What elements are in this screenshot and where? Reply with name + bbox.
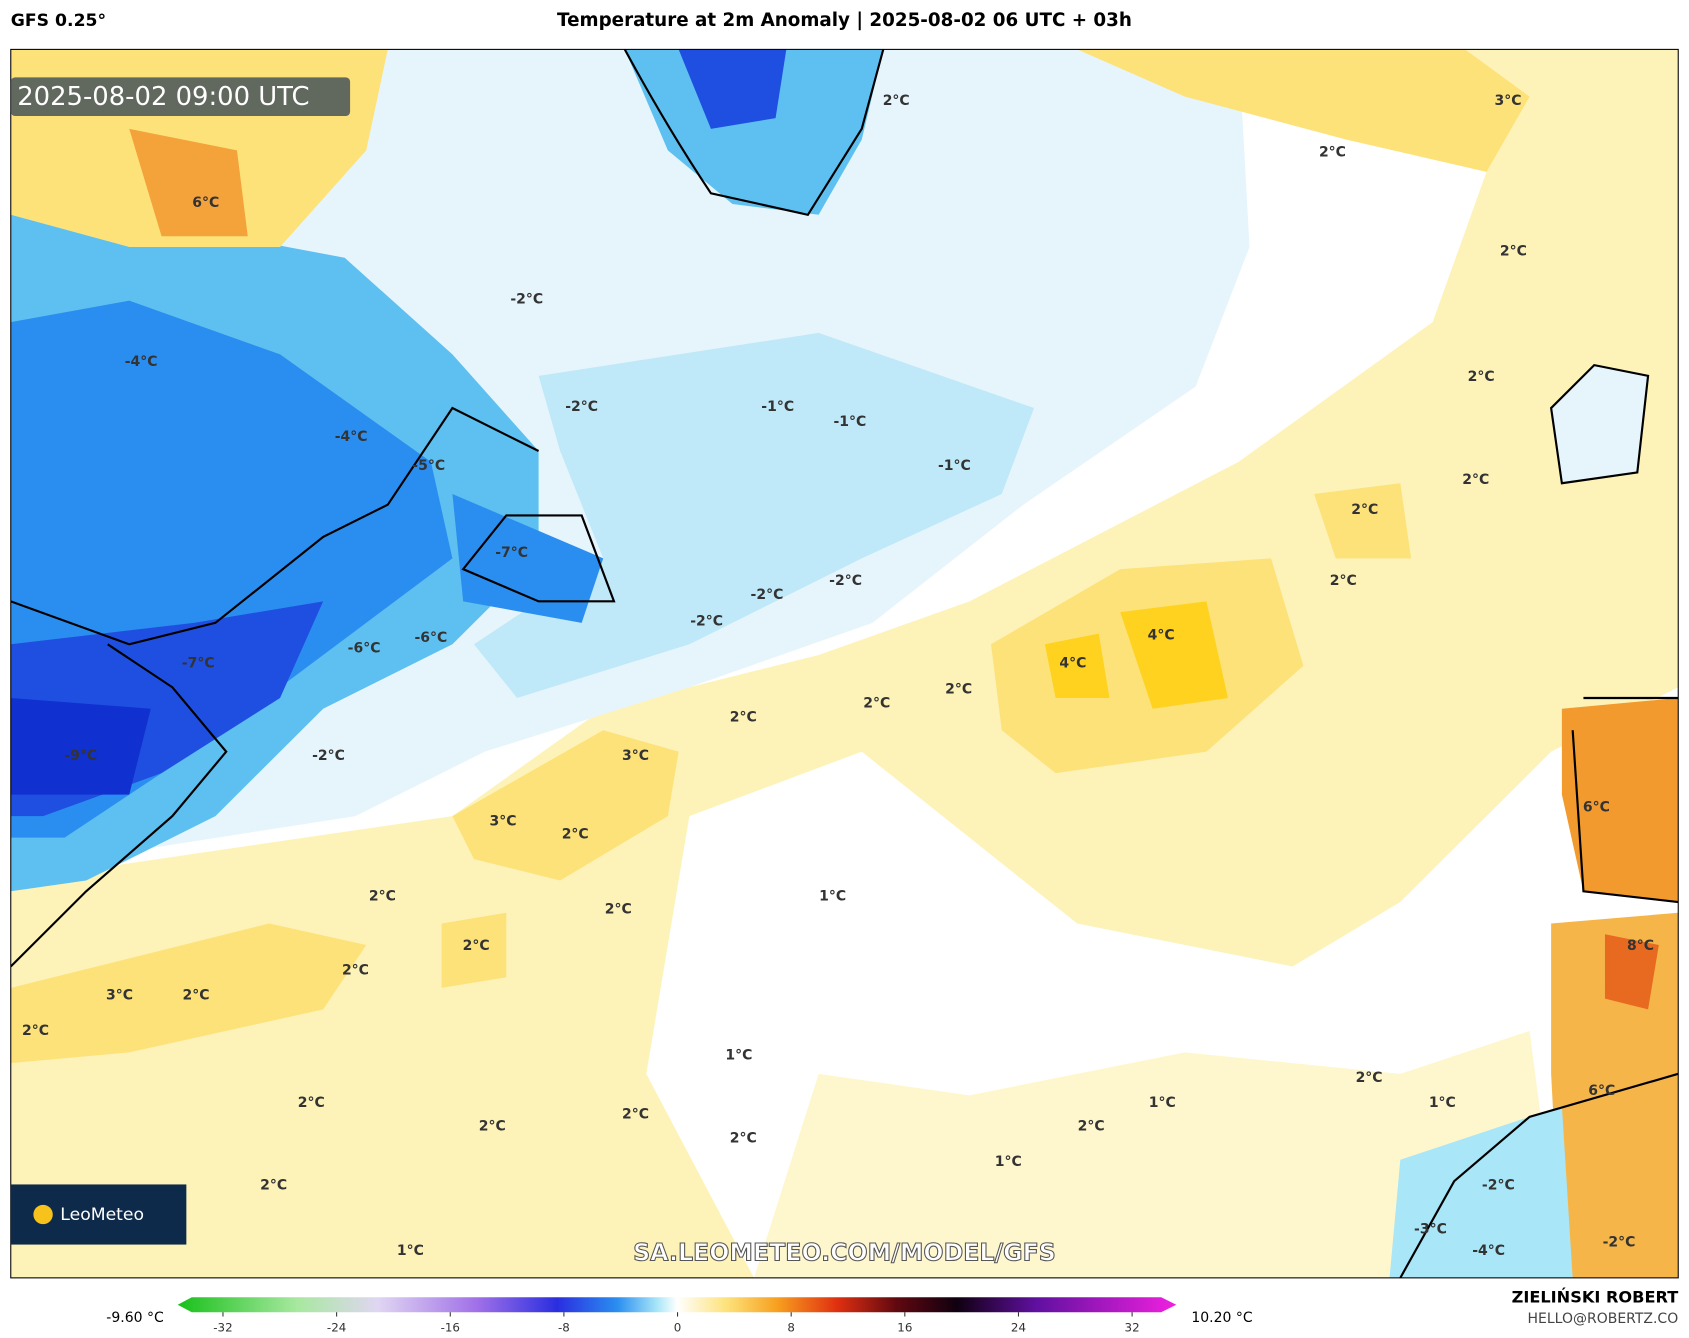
anomaly-label: 4°C — [1148, 628, 1175, 644]
anomaly-label: -2°C — [565, 399, 598, 415]
email: HELLO@ROBERTZ.CO — [1528, 1311, 1679, 1327]
colorbar-tick-label: 8 — [787, 1321, 795, 1335]
anomaly-label: 2°C — [479, 1118, 506, 1134]
anomaly-label: 1°C — [1429, 1095, 1456, 1111]
colorbar-tick-label: 16 — [897, 1321, 912, 1335]
map-frame — [10, 48, 1679, 1279]
anomaly-label: 6°C — [1583, 800, 1610, 816]
anomaly-label: -2°C — [1603, 1234, 1636, 1250]
colorbar-tick-label: -32 — [213, 1321, 232, 1335]
logo-text: LeoMeteo — [60, 1205, 144, 1225]
author: ZIELIŃSKI ROBERT — [1512, 1288, 1679, 1307]
anomaly-label: -2°C — [510, 292, 543, 308]
colorbar-tick-label: -16 — [441, 1321, 460, 1335]
valid-time: 2025-08-02 09:00 UTC — [17, 82, 309, 112]
anomaly-label: 2°C — [183, 987, 210, 1003]
map-title: Temperature at 2m Anomaly | 2025-08-02 0… — [557, 10, 1132, 31]
anomaly-label: -4°C — [335, 429, 368, 445]
anomaly-label: 2°C — [883, 93, 910, 109]
anomaly-label: 2°C — [562, 826, 589, 842]
colorbar-tick-label: -8 — [558, 1321, 570, 1335]
colorbar-max: 10.20 °C — [1191, 1310, 1252, 1326]
anomaly-label: 1°C — [725, 1048, 752, 1064]
anomaly-label: -5°C — [412, 458, 445, 474]
anomaly-label: 2°C — [298, 1095, 325, 1111]
anomaly-label: 2°C — [1078, 1118, 1105, 1134]
anomaly-label: -2°C — [690, 614, 723, 630]
colorbar-min: -9.60 °C — [106, 1310, 163, 1326]
anomaly-label: -7°C — [182, 656, 215, 672]
anomaly-label: 2°C — [1330, 573, 1357, 589]
anomaly-label: 4°C — [1059, 656, 1086, 672]
anomaly-label: -2°C — [312, 748, 345, 764]
time-box — [10, 77, 351, 116]
colorbar-tick-label: -24 — [327, 1321, 346, 1335]
anomaly-label: 2°C — [1462, 472, 1489, 488]
anomaly-label: -7°C — [495, 545, 528, 561]
anomaly-label: 3°C — [622, 748, 649, 764]
colorbar — [177, 1297, 1177, 1313]
anomaly-label: 2°C — [1500, 243, 1527, 259]
anomaly-label: -3°C — [1414, 1222, 1447, 1238]
anomaly-label: 2°C — [945, 681, 972, 697]
anomaly-label: 2°C — [730, 709, 757, 725]
anomaly-label: 6°C — [1588, 1083, 1615, 1099]
anomaly-label: 2°C — [622, 1107, 649, 1123]
anomaly-label: 2°C — [605, 902, 632, 918]
anomaly-label: 2°C — [260, 1178, 287, 1194]
anomaly-label: -2°C — [829, 573, 862, 589]
anomaly-label: -4°C — [125, 354, 158, 370]
colorbar-tick-label: 0 — [674, 1321, 682, 1335]
anomaly-label: 2°C — [22, 1023, 49, 1039]
anomaly-label: 8°C — [1627, 938, 1654, 954]
anomaly-label: -2°C — [751, 587, 784, 603]
anomaly-label: 2°C — [1468, 369, 1495, 385]
anomaly-label: -4°C — [1472, 1243, 1505, 1259]
anomaly-label: 2°C — [342, 963, 369, 979]
anomaly-label: 3°C — [1495, 93, 1522, 109]
model-name: GFS 0.25° — [11, 11, 106, 31]
anomaly-label: 1°C — [397, 1243, 424, 1259]
anomaly-label: 1°C — [819, 889, 846, 905]
anomaly-label: 2°C — [730, 1130, 757, 1146]
anomaly-label: 2°C — [369, 889, 396, 905]
logo-sun — [33, 1204, 53, 1225]
anomaly-label: -6°C — [414, 630, 447, 646]
anomaly-label: 3°C — [106, 987, 133, 1003]
colorbar-tick-label: 24 — [1011, 1321, 1026, 1335]
anomaly-label: 2°C — [463, 938, 490, 954]
anomaly-label: 2°C — [863, 695, 890, 711]
anomaly-label: -1°C — [938, 458, 971, 474]
anomaly-label: -1°C — [761, 399, 794, 415]
anomaly-label: 3°C — [490, 813, 517, 829]
anomaly-label: 6°C — [192, 195, 219, 211]
anomaly-label: -9°C — [64, 748, 97, 764]
anomaly-label: 2°C — [1351, 502, 1378, 518]
anomaly-label: 1°C — [1149, 1095, 1176, 1111]
watermark: SA.LEOMETEO.COM/MODEL/GFS — [633, 1239, 1056, 1267]
anomaly-label: 2°C — [1356, 1070, 1383, 1086]
anomaly-label: 1°C — [995, 1154, 1022, 1170]
anomaly-label: -1°C — [833, 414, 866, 430]
colorbar-tick-label: 32 — [1125, 1321, 1140, 1335]
anomaly-label: 2°C — [1319, 144, 1346, 160]
map-area — [10, 49, 1679, 1278]
anomaly-label: -2°C — [1482, 1178, 1515, 1194]
anomaly-label: -6°C — [348, 641, 381, 657]
